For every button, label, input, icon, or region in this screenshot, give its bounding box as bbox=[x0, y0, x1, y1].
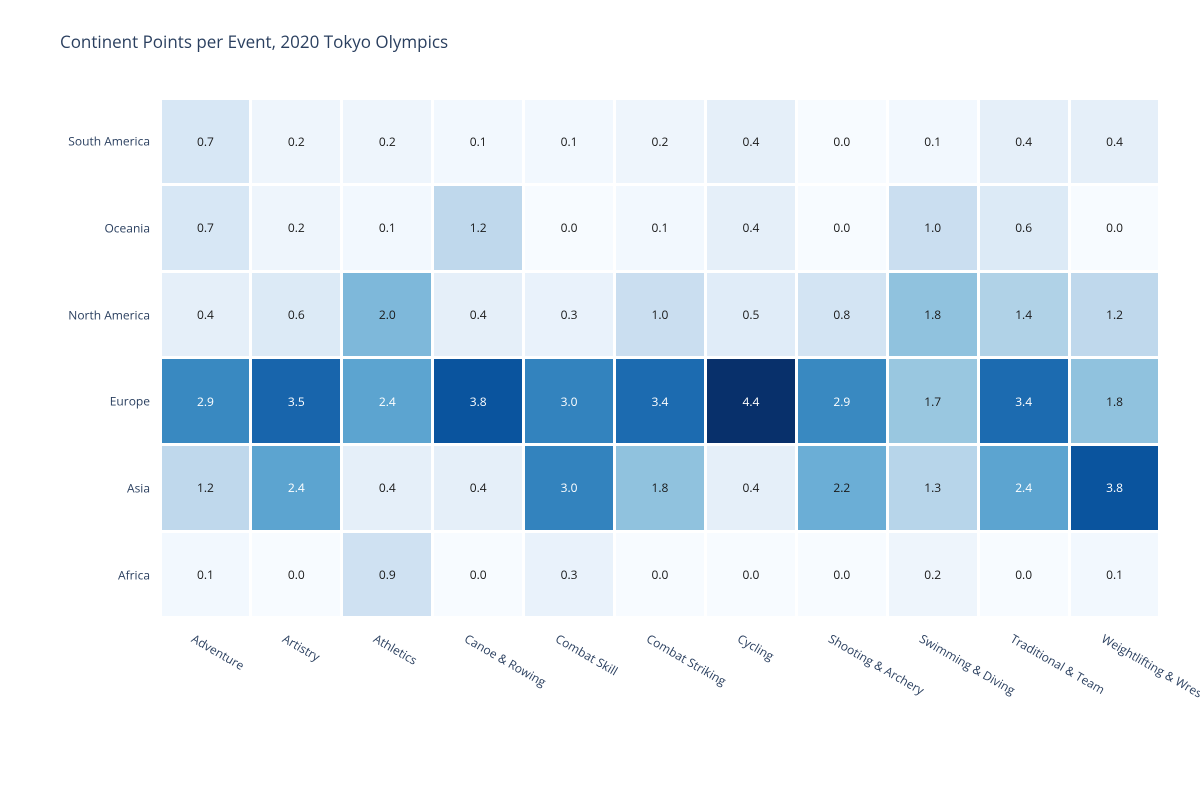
heatmap-cell: 0.2 bbox=[343, 100, 431, 184]
heatmap-cell: 0.1 bbox=[162, 533, 250, 617]
heatmap-cell: 3.8 bbox=[1071, 446, 1159, 530]
heatmap-cell: 1.3 bbox=[889, 446, 977, 530]
heatmap-cell: 3.0 bbox=[525, 446, 613, 530]
heatmap-cell: 0.0 bbox=[798, 533, 886, 617]
heatmap-cell: 2.2 bbox=[798, 446, 886, 530]
x-axis-label: Adventure bbox=[189, 630, 248, 674]
heatmap-cell: 0.4 bbox=[707, 186, 795, 270]
heatmap-cell: 2.4 bbox=[980, 446, 1068, 530]
heatmap-cell: 0.9 bbox=[343, 533, 431, 617]
heatmap-cell: 0.4 bbox=[343, 446, 431, 530]
y-axis-label: Asia bbox=[127, 480, 150, 497]
y-axis-label: Oceania bbox=[104, 220, 150, 237]
x-axis-label: Weightlifting & Wrestling bbox=[1098, 630, 1200, 714]
heatmap-cell: 1.2 bbox=[162, 446, 250, 530]
heatmap-cell: 0.4 bbox=[162, 273, 250, 357]
heatmap-cell: 0.4 bbox=[434, 446, 522, 530]
heatmap-cell: 0.0 bbox=[980, 533, 1068, 617]
heatmap-cell: 0.1 bbox=[616, 186, 704, 270]
heatmap-cell: 0.2 bbox=[252, 186, 340, 270]
heatmap-cell: 3.4 bbox=[616, 359, 704, 443]
heatmap-cell: 0.5 bbox=[707, 273, 795, 357]
x-axis-label: Combat Striking bbox=[644, 630, 730, 689]
heatmap-cell: 0.1 bbox=[434, 100, 522, 184]
heatmap-cell: 0.4 bbox=[434, 273, 522, 357]
heatmap-cell: 2.4 bbox=[252, 446, 340, 530]
heatmap-cell: 0.4 bbox=[1071, 100, 1159, 184]
heatmap-cell: 2.4 bbox=[343, 359, 431, 443]
heatmap-cell: 3.4 bbox=[980, 359, 1068, 443]
heatmap-cell: 2.9 bbox=[798, 359, 886, 443]
heatmap-cell: 2.0 bbox=[343, 273, 431, 357]
heatmap-cell: 1.8 bbox=[1071, 359, 1159, 443]
heatmap-cell: 0.0 bbox=[616, 533, 704, 617]
heatmap-cell: 0.3 bbox=[525, 273, 613, 357]
heatmap-cell: 0.1 bbox=[889, 100, 977, 184]
heatmap-cell: 1.0 bbox=[616, 273, 704, 357]
heatmap-cell: 0.0 bbox=[798, 186, 886, 270]
heatmap-cell: 0.4 bbox=[707, 100, 795, 184]
heatmap-cell: 3.0 bbox=[525, 359, 613, 443]
heatmap-plot: 0.70.20.20.10.10.20.40.00.10.40.40.70.20… bbox=[160, 98, 1160, 618]
heatmap-cell: 0.2 bbox=[252, 100, 340, 184]
heatmap-cell: 3.5 bbox=[252, 359, 340, 443]
heatmap-cell: 3.8 bbox=[434, 359, 522, 443]
heatmap-cell: 1.2 bbox=[434, 186, 522, 270]
y-axis-label: South America bbox=[68, 133, 150, 150]
chart-title: Continent Points per Event, 2020 Tokyo O… bbox=[60, 30, 448, 53]
heatmap-cell: 0.3 bbox=[525, 533, 613, 617]
heatmap-cell: 2.9 bbox=[162, 359, 250, 443]
heatmap-cell: 0.0 bbox=[707, 533, 795, 617]
x-axis-label: Shooting & Archery bbox=[825, 630, 927, 699]
heatmap-cell: 1.0 bbox=[889, 186, 977, 270]
heatmap-cell: 4.4 bbox=[707, 359, 795, 443]
heatmap-cell: 0.0 bbox=[525, 186, 613, 270]
y-axis-label: Africa bbox=[118, 566, 150, 583]
x-axis-label: Athletics bbox=[371, 630, 421, 669]
heatmap-cell: 0.8 bbox=[798, 273, 886, 357]
heatmap-cell: 0.4 bbox=[707, 446, 795, 530]
heatmap-cell: 0.7 bbox=[162, 100, 250, 184]
heatmap-cell: 1.7 bbox=[889, 359, 977, 443]
y-axis-label: North America bbox=[68, 306, 150, 323]
x-axis-label: Swimming & Diving bbox=[916, 630, 1018, 699]
heatmap-cell: 0.2 bbox=[616, 100, 704, 184]
x-axis-label: Traditional & Team bbox=[1007, 630, 1108, 698]
x-axis-label: Canoe & Rowing bbox=[462, 630, 550, 690]
heatmap-cell: 1.2 bbox=[1071, 273, 1159, 357]
heatmap-cell: 0.2 bbox=[889, 533, 977, 617]
heatmap-cell: 0.0 bbox=[798, 100, 886, 184]
heatmap-cell: 1.8 bbox=[616, 446, 704, 530]
heatmap-cell: 0.0 bbox=[434, 533, 522, 617]
x-axis-label: Cycling bbox=[734, 630, 777, 664]
heatmap-cell: 0.1 bbox=[343, 186, 431, 270]
heatmap-cell: 0.6 bbox=[252, 273, 340, 357]
heatmap-cell: 0.7 bbox=[162, 186, 250, 270]
x-axis-label: Combat Skill bbox=[553, 630, 621, 679]
x-axis-label: Artistry bbox=[280, 630, 324, 665]
heatmap-cell: 1.8 bbox=[889, 273, 977, 357]
heatmap-cell: 0.0 bbox=[1071, 186, 1159, 270]
heatmap-grid: 0.70.20.20.10.10.20.40.00.10.40.40.70.20… bbox=[160, 98, 1160, 618]
heatmap-cell: 0.4 bbox=[980, 100, 1068, 184]
heatmap-cell: 0.0 bbox=[252, 533, 340, 617]
y-axis-label: Europe bbox=[110, 393, 150, 410]
heatmap-cell: 0.1 bbox=[1071, 533, 1159, 617]
heatmap-cell: 0.1 bbox=[525, 100, 613, 184]
heatmap-cell: 0.6 bbox=[980, 186, 1068, 270]
heatmap-cell: 1.4 bbox=[980, 273, 1068, 357]
